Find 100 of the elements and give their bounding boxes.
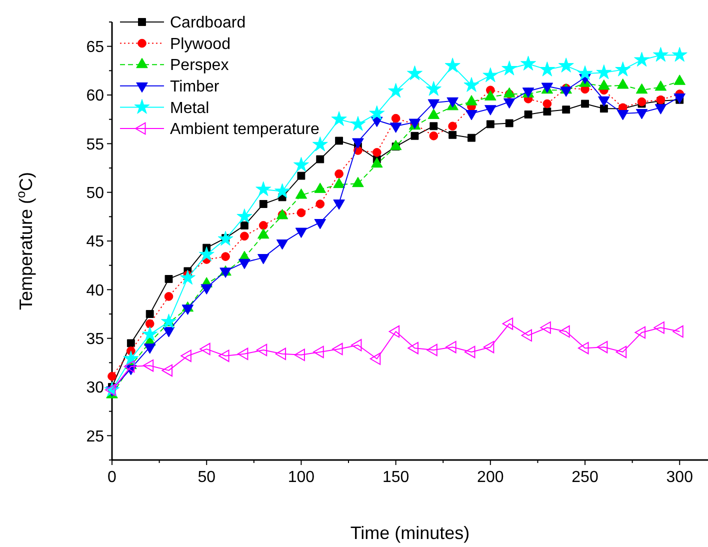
point [636,83,648,94]
point [484,90,496,100]
point [542,99,552,108]
point [314,182,326,193]
y-tick-label: 65 [86,38,104,56]
x-tick-label: 100 [288,469,315,486]
point [164,275,173,283]
point [295,188,308,199]
point [126,339,135,348]
point [332,342,343,356]
point [312,136,328,152]
y-tick-label: 45 [86,234,104,251]
y-tick-label: 30 [86,380,104,397]
point [652,46,668,62]
point [615,62,631,76]
point [274,183,290,198]
point [502,318,514,330]
point [313,346,324,358]
point [221,252,230,261]
point [426,81,442,96]
point [331,111,347,126]
point [372,148,382,157]
point [429,131,438,140]
point [466,95,478,106]
point [259,200,268,208]
point [410,132,419,140]
x-tick-label: 300 [666,469,694,486]
point [388,325,400,338]
point [218,230,234,246]
point [483,340,494,354]
point [369,105,385,120]
legend-label: Perspex [170,57,229,74]
legend-label: Metal [170,100,210,117]
point [520,56,536,70]
x-tick-label: 250 [572,469,598,486]
point [388,82,404,98]
point [124,360,135,373]
point [598,79,610,90]
point [596,340,608,354]
point [333,178,345,188]
point [672,46,688,62]
point [146,310,154,318]
y-tick-label: 50 [86,184,104,202]
x-tick-label: 0 [108,469,117,486]
point [297,172,306,180]
point [672,325,684,338]
point [654,321,664,334]
point [142,326,158,342]
legend-label: Timber [170,78,220,96]
point [391,114,400,123]
point [162,364,173,377]
point [654,80,667,91]
point [559,325,570,338]
point [448,122,458,131]
x-axis-title: Time (minutes) [350,523,470,543]
point [293,156,309,172]
point [634,52,650,67]
point [296,208,306,218]
point [482,67,498,82]
legend-label: Cardboard [170,14,246,32]
y-tick-label: 60 [86,88,104,105]
legend-label: Plywood [170,36,230,53]
point [674,74,686,85]
point [426,344,438,356]
point [464,77,480,92]
point [444,58,460,72]
point [539,62,555,76]
point [521,329,532,342]
y-tick-label: 40 [86,282,104,300]
point [200,342,210,356]
point [335,136,344,145]
y-tick-label: 35 [86,330,104,348]
point [164,292,174,301]
point [581,100,589,108]
point [240,232,249,241]
point [558,58,574,72]
point [371,157,383,168]
x-tick-label: 200 [477,469,504,486]
point [180,350,192,362]
point [637,97,646,106]
point [390,140,402,150]
point [256,344,268,356]
point [240,221,248,230]
point [577,65,593,80]
y-tick-label: 25 [86,428,104,446]
point [486,120,494,128]
point [540,321,551,334]
point [142,359,154,372]
point [236,208,252,224]
point [446,340,456,354]
point [316,155,324,164]
point [161,314,177,328]
point [180,270,196,285]
point [578,342,589,354]
point [352,176,364,188]
point [596,64,612,80]
point [370,352,381,365]
point [616,346,627,358]
point [123,350,139,366]
point [256,181,272,196]
